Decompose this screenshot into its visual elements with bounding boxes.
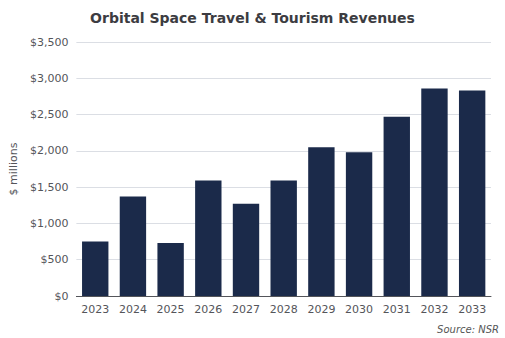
svg-text:$1,500: $1,500 xyxy=(30,181,69,194)
svg-text:2029: 2029 xyxy=(307,303,335,316)
svg-text:2028: 2028 xyxy=(270,303,298,316)
svg-text:2023: 2023 xyxy=(81,303,109,316)
svg-text:2031: 2031 xyxy=(383,303,411,316)
svg-text:$3,500: $3,500 xyxy=(30,36,69,49)
svg-text:$3,000: $3,000 xyxy=(30,72,69,85)
svg-text:$1,000: $1,000 xyxy=(30,217,69,230)
svg-text:$ millions: $ millions xyxy=(7,142,20,195)
svg-text:2027: 2027 xyxy=(232,303,260,316)
svg-text:2032: 2032 xyxy=(420,303,448,316)
svg-text:$2,500: $2,500 xyxy=(30,108,69,121)
svg-text:Orbital Space Travel & Tourism: Orbital Space Travel & Tourism Revenues xyxy=(90,10,415,26)
svg-text:2030: 2030 xyxy=(345,303,373,316)
svg-text:Source: NSR: Source: NSR xyxy=(437,324,499,335)
svg-text:2025: 2025 xyxy=(157,303,185,316)
svg-text:$500: $500 xyxy=(40,253,68,266)
svg-text:$2,000: $2,000 xyxy=(30,144,69,157)
svg-text:2033: 2033 xyxy=(458,303,486,316)
svg-text:2024: 2024 xyxy=(119,303,147,316)
svg-text:2026: 2026 xyxy=(194,303,222,316)
svg-text:$0: $0 xyxy=(54,290,68,303)
